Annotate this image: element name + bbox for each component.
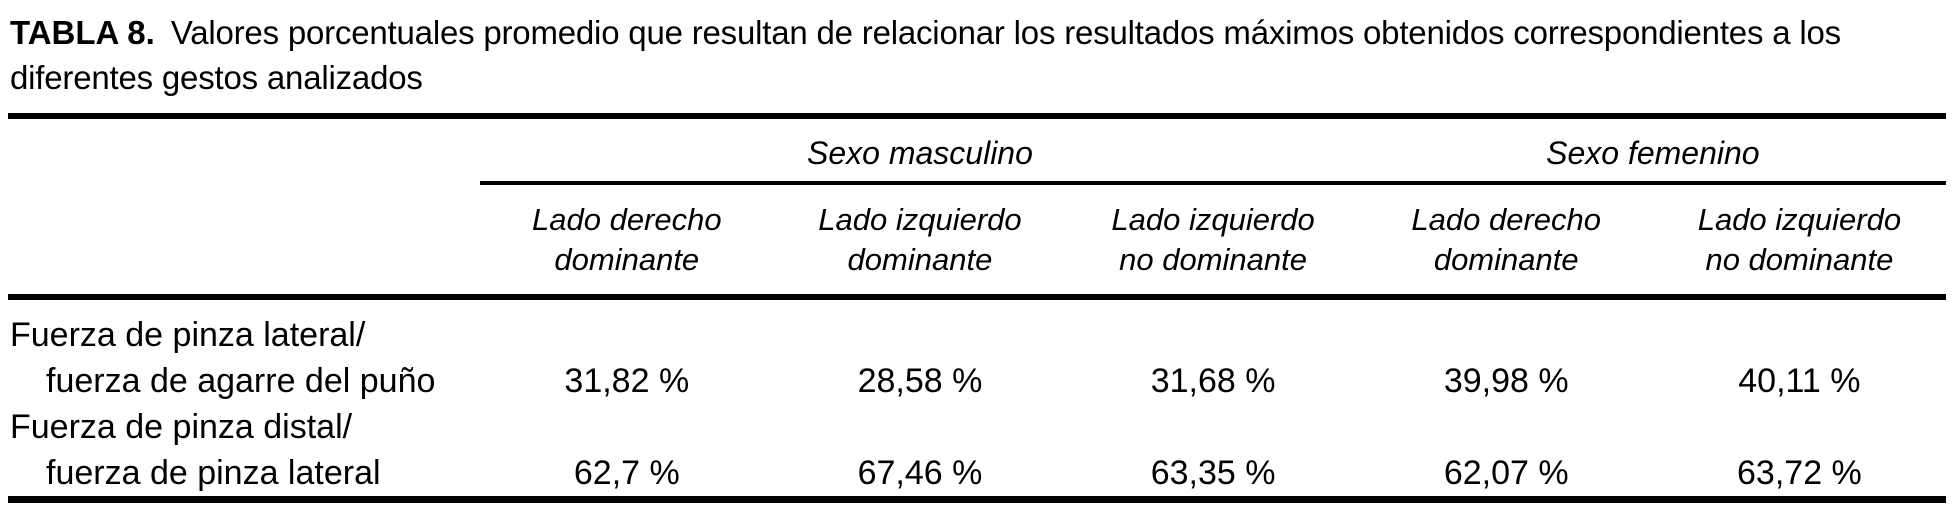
table-row: fuerza de pinza lateral 62,7 % 67,46 % 6… bbox=[8, 450, 1946, 503]
column-header-line2: dominante bbox=[554, 242, 700, 277]
table-caption-text-line1: Valores porcentuales promedio que result… bbox=[170, 14, 1841, 51]
table-row: Fuerza de pinza lateral/ bbox=[8, 297, 1946, 358]
column-header-5: Lado izquierdo no dominante bbox=[1652, 183, 1946, 300]
column-header-line1: Lado derecho bbox=[532, 202, 722, 237]
row-label-line1: Fuerza de pinza lateral/ bbox=[10, 316, 366, 354]
value-cell: 40,11 % bbox=[1738, 362, 1861, 400]
value-cell: 31,68 % bbox=[1150, 362, 1276, 400]
column-header-line1: Lado derecho bbox=[1411, 202, 1602, 237]
column-header-line1: Lado izquierdo bbox=[1697, 202, 1902, 237]
spacer-cell bbox=[8, 183, 481, 300]
column-header-line1: Lado izquierdo bbox=[1111, 202, 1315, 237]
column-header-2: Lado izquierdo dominante bbox=[773, 183, 1067, 300]
data-table: Sexo masculino Sexo femenino Lado derech… bbox=[8, 113, 1946, 503]
row-label-line2: fuerza de pinza lateral bbox=[8, 450, 481, 503]
column-header-3: Lado izquierdo no dominante bbox=[1066, 183, 1360, 300]
value-cell: 31,82 % bbox=[564, 362, 690, 400]
value-cell: 28,58 % bbox=[857, 362, 983, 400]
column-group-header-sexo-femenino: Sexo femenino bbox=[1359, 116, 1946, 185]
column-group-header-sexo-masculino: Sexo masculino bbox=[480, 116, 1360, 185]
value-cell: 63,72 % bbox=[1652, 450, 1946, 503]
value-cell: 62,07 % bbox=[1359, 450, 1653, 503]
column-header-1: Lado derecho dominante bbox=[480, 183, 774, 300]
table-row: Fuerza de pinza distal/ bbox=[8, 404, 1946, 450]
value-cell: 63,35 % bbox=[1066, 450, 1360, 503]
table-caption: TABLA 8. Valores porcentuales promedio qu… bbox=[0, 0, 1959, 100]
value-cell: 62,7 % bbox=[480, 450, 774, 503]
spacer-cell bbox=[480, 297, 1946, 358]
column-group-header-row: Sexo masculino Sexo femenino bbox=[8, 116, 1946, 185]
table-row: fuerza de agarre del puño 31,82 % 28,58 … bbox=[8, 358, 1946, 404]
spacer-cell bbox=[8, 116, 480, 183]
column-header-row: Lado derecho dominante Lado izquierdo do… bbox=[8, 183, 1946, 300]
column-header-line2: no dominante bbox=[1119, 242, 1308, 277]
spacer-cell bbox=[480, 404, 1946, 450]
table-caption-text-line2: diferentes gestos analizados bbox=[10, 59, 423, 96]
column-header-line1: Lado izquierdo bbox=[818, 202, 1022, 237]
column-header-line2: dominante bbox=[847, 242, 993, 277]
row-label-line1: Fuerza de pinza distal/ bbox=[10, 408, 353, 446]
column-header-line2: no dominante bbox=[1705, 242, 1894, 277]
table-number: TABLA 8. bbox=[10, 14, 155, 51]
column-header-line2: dominante bbox=[1433, 242, 1579, 277]
row-label-line2: fuerza de agarre del puño bbox=[46, 362, 436, 400]
value-cell: 39,98 % bbox=[1443, 362, 1569, 400]
value-cell: 67,46 % bbox=[773, 450, 1067, 503]
column-header-4: Lado derecho dominante bbox=[1359, 183, 1653, 300]
